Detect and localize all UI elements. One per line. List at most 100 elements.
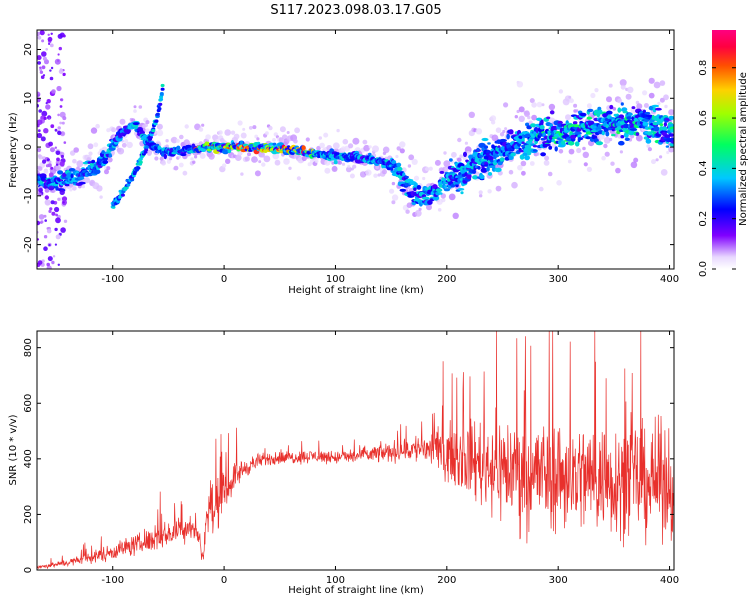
spectrogram-halo-point bbox=[342, 138, 349, 145]
spectrogram-halo-point bbox=[286, 131, 290, 134]
spectrogram-halo-point bbox=[495, 127, 502, 133]
spectrogram-point bbox=[519, 154, 525, 160]
spectrogram-halo-point bbox=[664, 104, 668, 109]
spectrogram-edge-point bbox=[54, 146, 57, 149]
spectrogram-marks bbox=[37, 30, 674, 269]
snr-y-ticks: 0 200 400 600 800 bbox=[23, 338, 674, 573]
spectrogram-halo-point bbox=[69, 188, 73, 192]
spectrogram-edge-point bbox=[48, 42, 51, 46]
spectrogram-point bbox=[457, 188, 465, 191]
spectrogram-halo-point bbox=[603, 136, 611, 144]
spectrogram-edge-point bbox=[47, 33, 50, 36]
spectrogram-point bbox=[526, 150, 532, 156]
spectrogram-halo-point bbox=[314, 159, 319, 163]
spectrogram-point bbox=[477, 166, 481, 170]
x-tick-label: -100 bbox=[101, 575, 124, 586]
spectrogram-halo-point bbox=[111, 127, 117, 133]
spectrogram-halo-point bbox=[237, 120, 243, 126]
spectrogram-halo-point bbox=[615, 167, 621, 174]
spectrogram-halo-point bbox=[544, 155, 550, 161]
spectrogram-halo-point bbox=[425, 166, 430, 172]
spectrogram-halo-point bbox=[349, 173, 355, 179]
spectrogram-halo-point bbox=[391, 181, 396, 186]
spectrogram-halo-point bbox=[184, 124, 189, 129]
spectrogram-branch-point bbox=[126, 183, 131, 187]
spectrogram-edge-point bbox=[37, 129, 41, 133]
spectrogram-point bbox=[64, 183, 70, 187]
spectrogram-point bbox=[478, 142, 486, 148]
spectrogram-edge-point bbox=[57, 59, 60, 62]
spectrogram-halo-point bbox=[619, 79, 627, 87]
spectrogram-point bbox=[627, 112, 633, 116]
spectrogram-point bbox=[442, 183, 446, 190]
colorbar-tick-label: 0.2 bbox=[698, 211, 709, 227]
spectrogram-halo-point bbox=[541, 103, 545, 107]
spectrogram-edge-point bbox=[37, 123, 40, 128]
spectrogram-point bbox=[226, 142, 231, 146]
spectrogram-point bbox=[587, 108, 594, 113]
spectrogram-edge-point bbox=[49, 43, 54, 48]
spectrogram-point bbox=[572, 121, 578, 125]
spectrogram-halo-point bbox=[352, 164, 357, 169]
spectrogram-halo-point bbox=[240, 132, 247, 139]
colorbar-tick-label: 0.6 bbox=[698, 110, 709, 126]
spectrogram-halo-point bbox=[87, 143, 94, 150]
spectrogram-point bbox=[404, 175, 409, 179]
spectrogram-point bbox=[629, 128, 637, 131]
spectrogram-halo-point bbox=[337, 160, 342, 165]
spectrogram-edge-point bbox=[37, 94, 40, 97]
spectrogram-branch-point bbox=[145, 145, 149, 149]
spectrogram-edge-point bbox=[45, 104, 51, 110]
spectrogram-halo-point bbox=[457, 157, 462, 163]
spectrogram-edge-point bbox=[43, 235, 48, 239]
spectrogram-halo-point bbox=[192, 160, 196, 164]
spectrogram-halo-point bbox=[569, 98, 574, 104]
spectrogram-point bbox=[543, 143, 551, 147]
x-tick-label: 0 bbox=[221, 575, 227, 586]
spectrogram-point bbox=[570, 134, 577, 139]
spectrogram-edge-point bbox=[48, 160, 52, 164]
spectrogram-branch-point bbox=[154, 119, 159, 123]
spectrogram-point bbox=[609, 117, 616, 120]
spectrogram-halo-point bbox=[568, 148, 575, 155]
spectrogram-halo-point bbox=[252, 125, 257, 130]
spectrogram-halo-point bbox=[169, 157, 173, 161]
spectrogram-halo-point bbox=[504, 127, 508, 131]
spectrogram-halo-point bbox=[536, 101, 543, 108]
spectrogram-edge-point bbox=[37, 61, 41, 65]
spectrogram-halo-point bbox=[288, 166, 292, 170]
spectrogram-edge-point bbox=[61, 121, 65, 125]
snr-marks bbox=[37, 331, 674, 569]
spectrogram-point bbox=[411, 201, 417, 206]
spectrogram-point bbox=[499, 157, 505, 162]
spectrogram-halo-point bbox=[659, 155, 663, 159]
spectrogram-point bbox=[57, 170, 64, 175]
spectrogram-point bbox=[609, 104, 614, 110]
spectrogram-halo-point bbox=[490, 115, 497, 122]
spectrogram-edge-point bbox=[45, 164, 50, 168]
spectrogram-point bbox=[506, 133, 510, 140]
spectrogram-halo-point bbox=[332, 142, 340, 150]
spectrogram-halo-point bbox=[535, 152, 540, 156]
spectrogram-point bbox=[479, 174, 485, 180]
spectrogram-point bbox=[549, 110, 555, 115]
spectrogram-edge-point bbox=[59, 189, 65, 195]
spectrogram-point bbox=[481, 137, 489, 142]
spectrogram-edge-point bbox=[37, 119, 43, 125]
spectrogram-branch-point bbox=[144, 148, 149, 152]
spectrogram-edge-point bbox=[50, 200, 55, 205]
spectrogram-halo-point bbox=[499, 132, 505, 137]
snr-x-ticks: -100 0 100 200 300 400 bbox=[101, 331, 679, 586]
spectrogram-branch-point bbox=[148, 135, 153, 139]
spectrogram-branch-point bbox=[124, 186, 129, 190]
spectrogram-halo-point bbox=[230, 130, 236, 135]
spectrogram-halo-point bbox=[405, 209, 410, 214]
spectrogram-halo-point bbox=[443, 160, 451, 168]
spectrogram-halo-point bbox=[527, 115, 531, 120]
spectrogram-halo-point bbox=[608, 83, 613, 88]
spectrogram-point bbox=[565, 137, 573, 142]
spectrogram-halo-point bbox=[237, 150, 243, 156]
spectrogram-halo-point bbox=[208, 153, 215, 160]
spectrogram-halo-point bbox=[625, 93, 632, 100]
spectrogram-halo-point bbox=[551, 143, 557, 148]
